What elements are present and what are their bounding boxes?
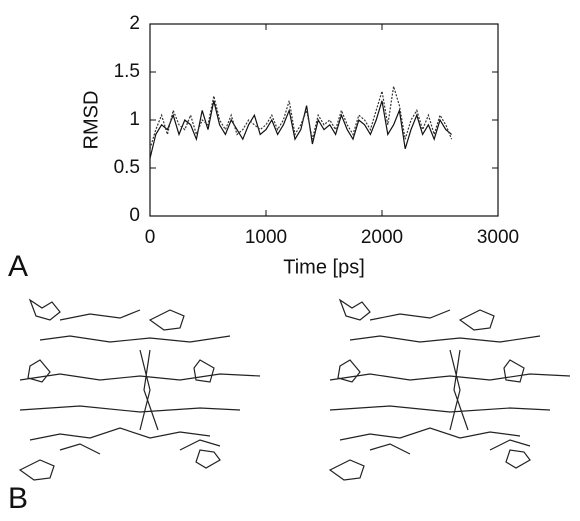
- x-tick-label: 2000: [361, 227, 403, 248]
- x-axis-label: Time [ps]: [283, 256, 365, 278]
- y-tick-label: 0.5: [114, 157, 140, 178]
- molecule-copy: [329, 299, 571, 481]
- y-axis-label: RMSD: [80, 91, 102, 150]
- panel-label: A: [8, 250, 28, 283]
- x-tick-label: 0: [145, 227, 156, 248]
- y-tick-label: 1: [129, 109, 140, 130]
- x-tick-label: 3000: [477, 227, 519, 248]
- y-tick-label: 0: [129, 205, 140, 226]
- x-tick-label: 1000: [245, 227, 287, 248]
- y-tick-label: 1.5: [114, 61, 140, 82]
- rmsd-line: [149, 100, 452, 159]
- panel-label: B: [8, 482, 28, 515]
- y-tick-label: 2: [129, 13, 140, 34]
- molecule-stereo: [18, 298, 571, 481]
- rmsd-line: [149, 86, 453, 149]
